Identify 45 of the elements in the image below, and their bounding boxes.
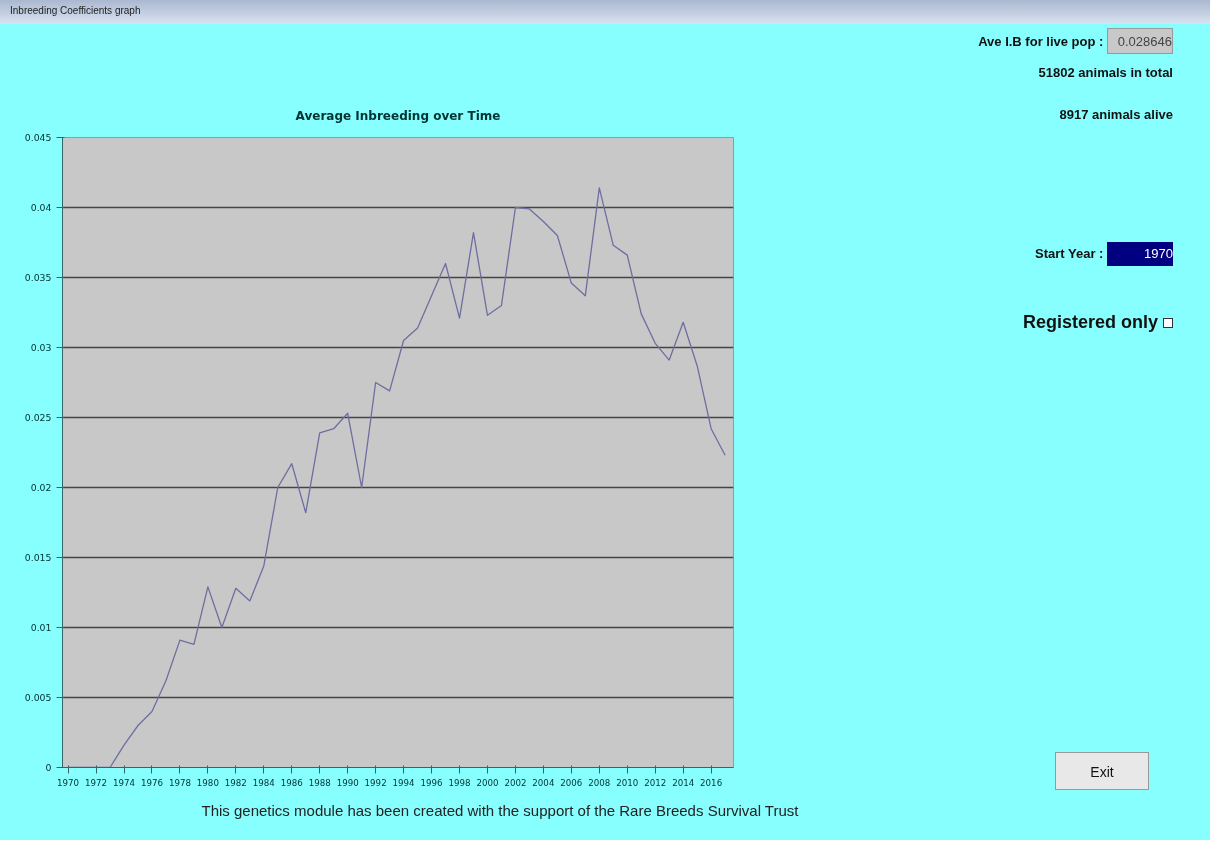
text: 8917 animals alive [1059, 106, 1173, 124]
y-tick-label: 0.045 [24, 132, 52, 143]
y-tick-label: 0.035 [24, 272, 52, 283]
x-tick-label: 2008 [588, 777, 611, 788]
y-tick-label: 0.04 [30, 202, 52, 213]
y-tick-label: 0.025 [24, 412, 52, 423]
text: 51802 animals in total [1038, 64, 1173, 82]
x-tick-label: 1988 [308, 777, 331, 788]
x-tick-label: 2010 [616, 777, 639, 788]
y-tick-label: 0 [45, 762, 52, 773]
text: This genetics module has been created with the support of the Rare Breeds Survival Trust [200, 801, 800, 821]
x-tick-label: 2012 [644, 777, 667, 788]
x-tick-label: 1998 [448, 777, 471, 788]
x-tick-label: 1970 [57, 777, 80, 788]
x-tick-label: 2006 [560, 777, 583, 788]
text: Inbreeding Coefficients graph [9, 4, 142, 18]
chart-title: Average Inbreeding over Time [295, 108, 501, 123]
x-tick-label: 1994 [392, 777, 416, 788]
x-tick-label: 1992 [364, 777, 387, 788]
y-tick-label: 0.005 [24, 692, 52, 703]
text: Registered only [1022, 311, 1159, 334]
x-tick-label: 1974 [112, 777, 136, 788]
x-tick-label: 2016 [700, 777, 723, 788]
y-tick-label: 0.015 [24, 552, 52, 563]
x-tick-label: 1984 [252, 777, 276, 788]
x-tick-label: 1976 [140, 777, 163, 788]
x-tick-label: 2014 [672, 777, 695, 788]
x-tick-label: 1980 [196, 777, 219, 788]
x-tick-label: 1978 [168, 777, 191, 788]
text: 1970 [1107, 242, 1173, 266]
exit-button: Exit [1055, 752, 1149, 790]
y-tick-label: 0.02 [30, 482, 52, 493]
text: 0.028646 [1107, 28, 1173, 54]
x-tick-label: 2004 [532, 777, 555, 788]
text: Ave I.B for live pop : [978, 34, 1104, 49]
x-tick-label: 1990 [336, 777, 359, 788]
x-tick-label: 2002 [504, 777, 527, 788]
x-tick-label: 1996 [420, 777, 443, 788]
x-tick-label: 1972 [85, 777, 108, 788]
x-tick-label: 1986 [280, 777, 303, 788]
text: Start Year : [1034, 246, 1104, 261]
x-tick-label: 1982 [224, 777, 247, 788]
y-tick-label: 0.03 [30, 342, 52, 353]
y-tick-label: 0.01 [30, 622, 52, 633]
x-tick-label: 2000 [476, 777, 499, 788]
